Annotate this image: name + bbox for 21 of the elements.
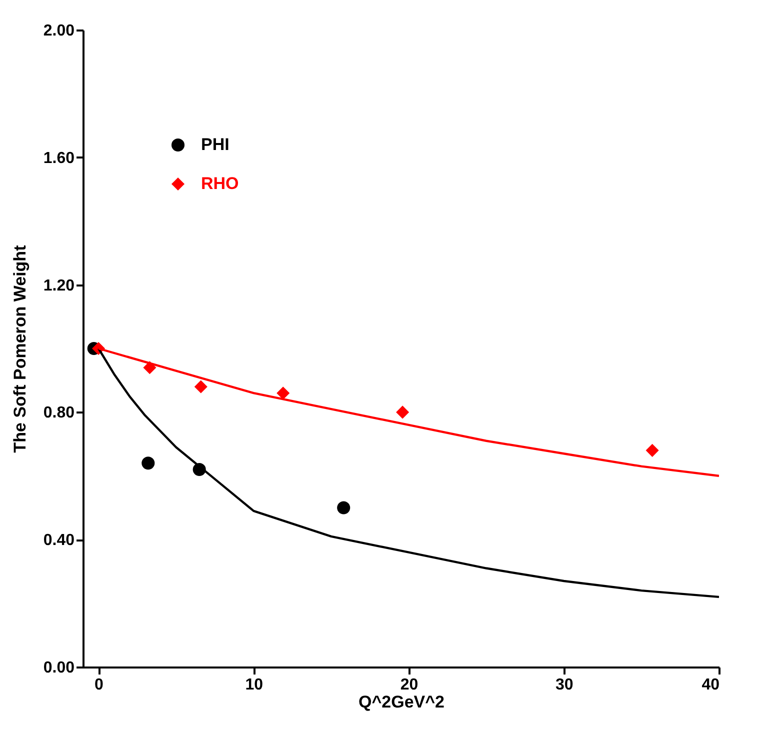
y-tick-label: 0.80 bbox=[43, 404, 75, 422]
legend-label: RHO bbox=[201, 174, 239, 193]
point bbox=[396, 406, 410, 419]
x-axis-title: Q^2GeV^2 bbox=[358, 692, 445, 712]
y-axis-title: The Soft Pomeron Weight bbox=[10, 244, 30, 453]
legend-label: PHI bbox=[201, 135, 230, 154]
x-tick-label: 30 bbox=[555, 676, 574, 694]
point bbox=[142, 456, 155, 470]
x-tick-label: 40 bbox=[702, 676, 720, 694]
y-tick-label: 2.00 bbox=[43, 22, 75, 40]
y-tick-label: 1.60 bbox=[43, 150, 75, 167]
x-tick-label: 10 bbox=[245, 676, 264, 694]
y-tick-label: 0.40 bbox=[43, 532, 75, 550]
point bbox=[276, 386, 290, 400]
point bbox=[337, 501, 350, 514]
y-tick-label: 1.20 bbox=[43, 277, 75, 294]
point bbox=[646, 444, 659, 457]
point bbox=[194, 380, 208, 394]
x-tick-label: 0 bbox=[94, 676, 104, 694]
y-tick-label: 0.00 bbox=[43, 660, 75, 676]
x-tick-label: 20 bbox=[400, 676, 418, 694]
